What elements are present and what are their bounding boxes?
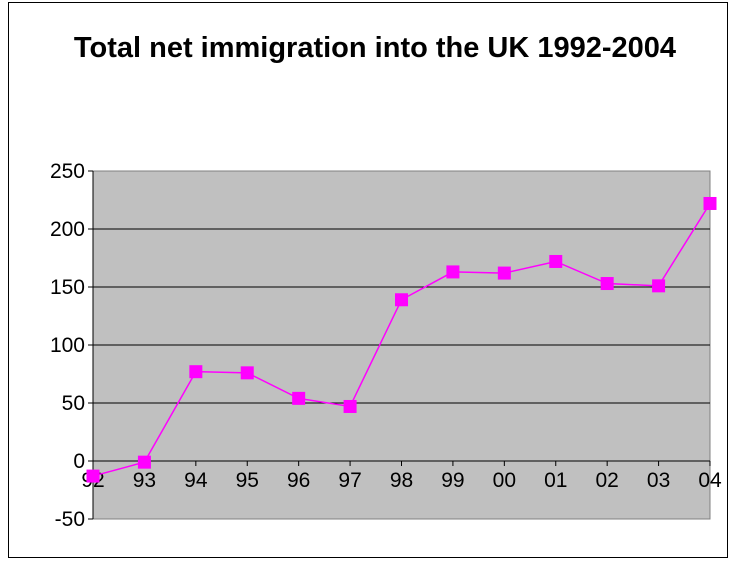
x-tick-label: 98: [390, 469, 413, 492]
y-tick-label: -50: [55, 508, 85, 531]
x-tick-label: 93: [133, 469, 156, 492]
x-tick-label: 95: [236, 469, 259, 492]
chart-title: Total net immigration into the UK 1992-2…: [73, 32, 677, 64]
data-point-00: [497, 266, 511, 280]
x-tick-label: 01: [544, 469, 567, 492]
y-tick-label: 100: [50, 334, 85, 357]
x-tick-label: 94: [184, 469, 208, 492]
data-point-99: [446, 265, 460, 279]
x-axis: 92939495969798990001020304: [81, 460, 722, 492]
data-point-95: [240, 366, 254, 380]
data-point-01: [549, 254, 563, 268]
data-point-98: [395, 293, 408, 307]
y-tick-label: 50: [62, 392, 85, 415]
data-point-94: [189, 365, 203, 379]
y-tick-label: 200: [50, 218, 85, 241]
data-point-97: [343, 399, 357, 413]
x-tick-label: 97: [338, 469, 361, 492]
series-marker-layer: [86, 196, 717, 483]
y-tick-label: 150: [50, 276, 85, 299]
data-point-03: [652, 279, 666, 293]
y-tick-label: 250: [50, 160, 85, 183]
y-axis: -50 0 50 100 150 200 250: [50, 160, 94, 531]
x-tick-label: 04: [698, 469, 722, 492]
x-tick-label: 96: [287, 469, 310, 492]
data-point-04: [703, 196, 717, 210]
data-point-93: [137, 455, 151, 469]
data-point-02: [600, 277, 614, 291]
x-tick-label: 99: [441, 469, 464, 492]
x-tick-label: 00: [493, 469, 516, 492]
data-point-92: [86, 469, 100, 483]
x-tick-label: 02: [595, 469, 618, 492]
data-point-96: [292, 391, 306, 405]
y-tick-label: 0: [73, 450, 85, 473]
x-tick-label: 03: [647, 469, 670, 492]
